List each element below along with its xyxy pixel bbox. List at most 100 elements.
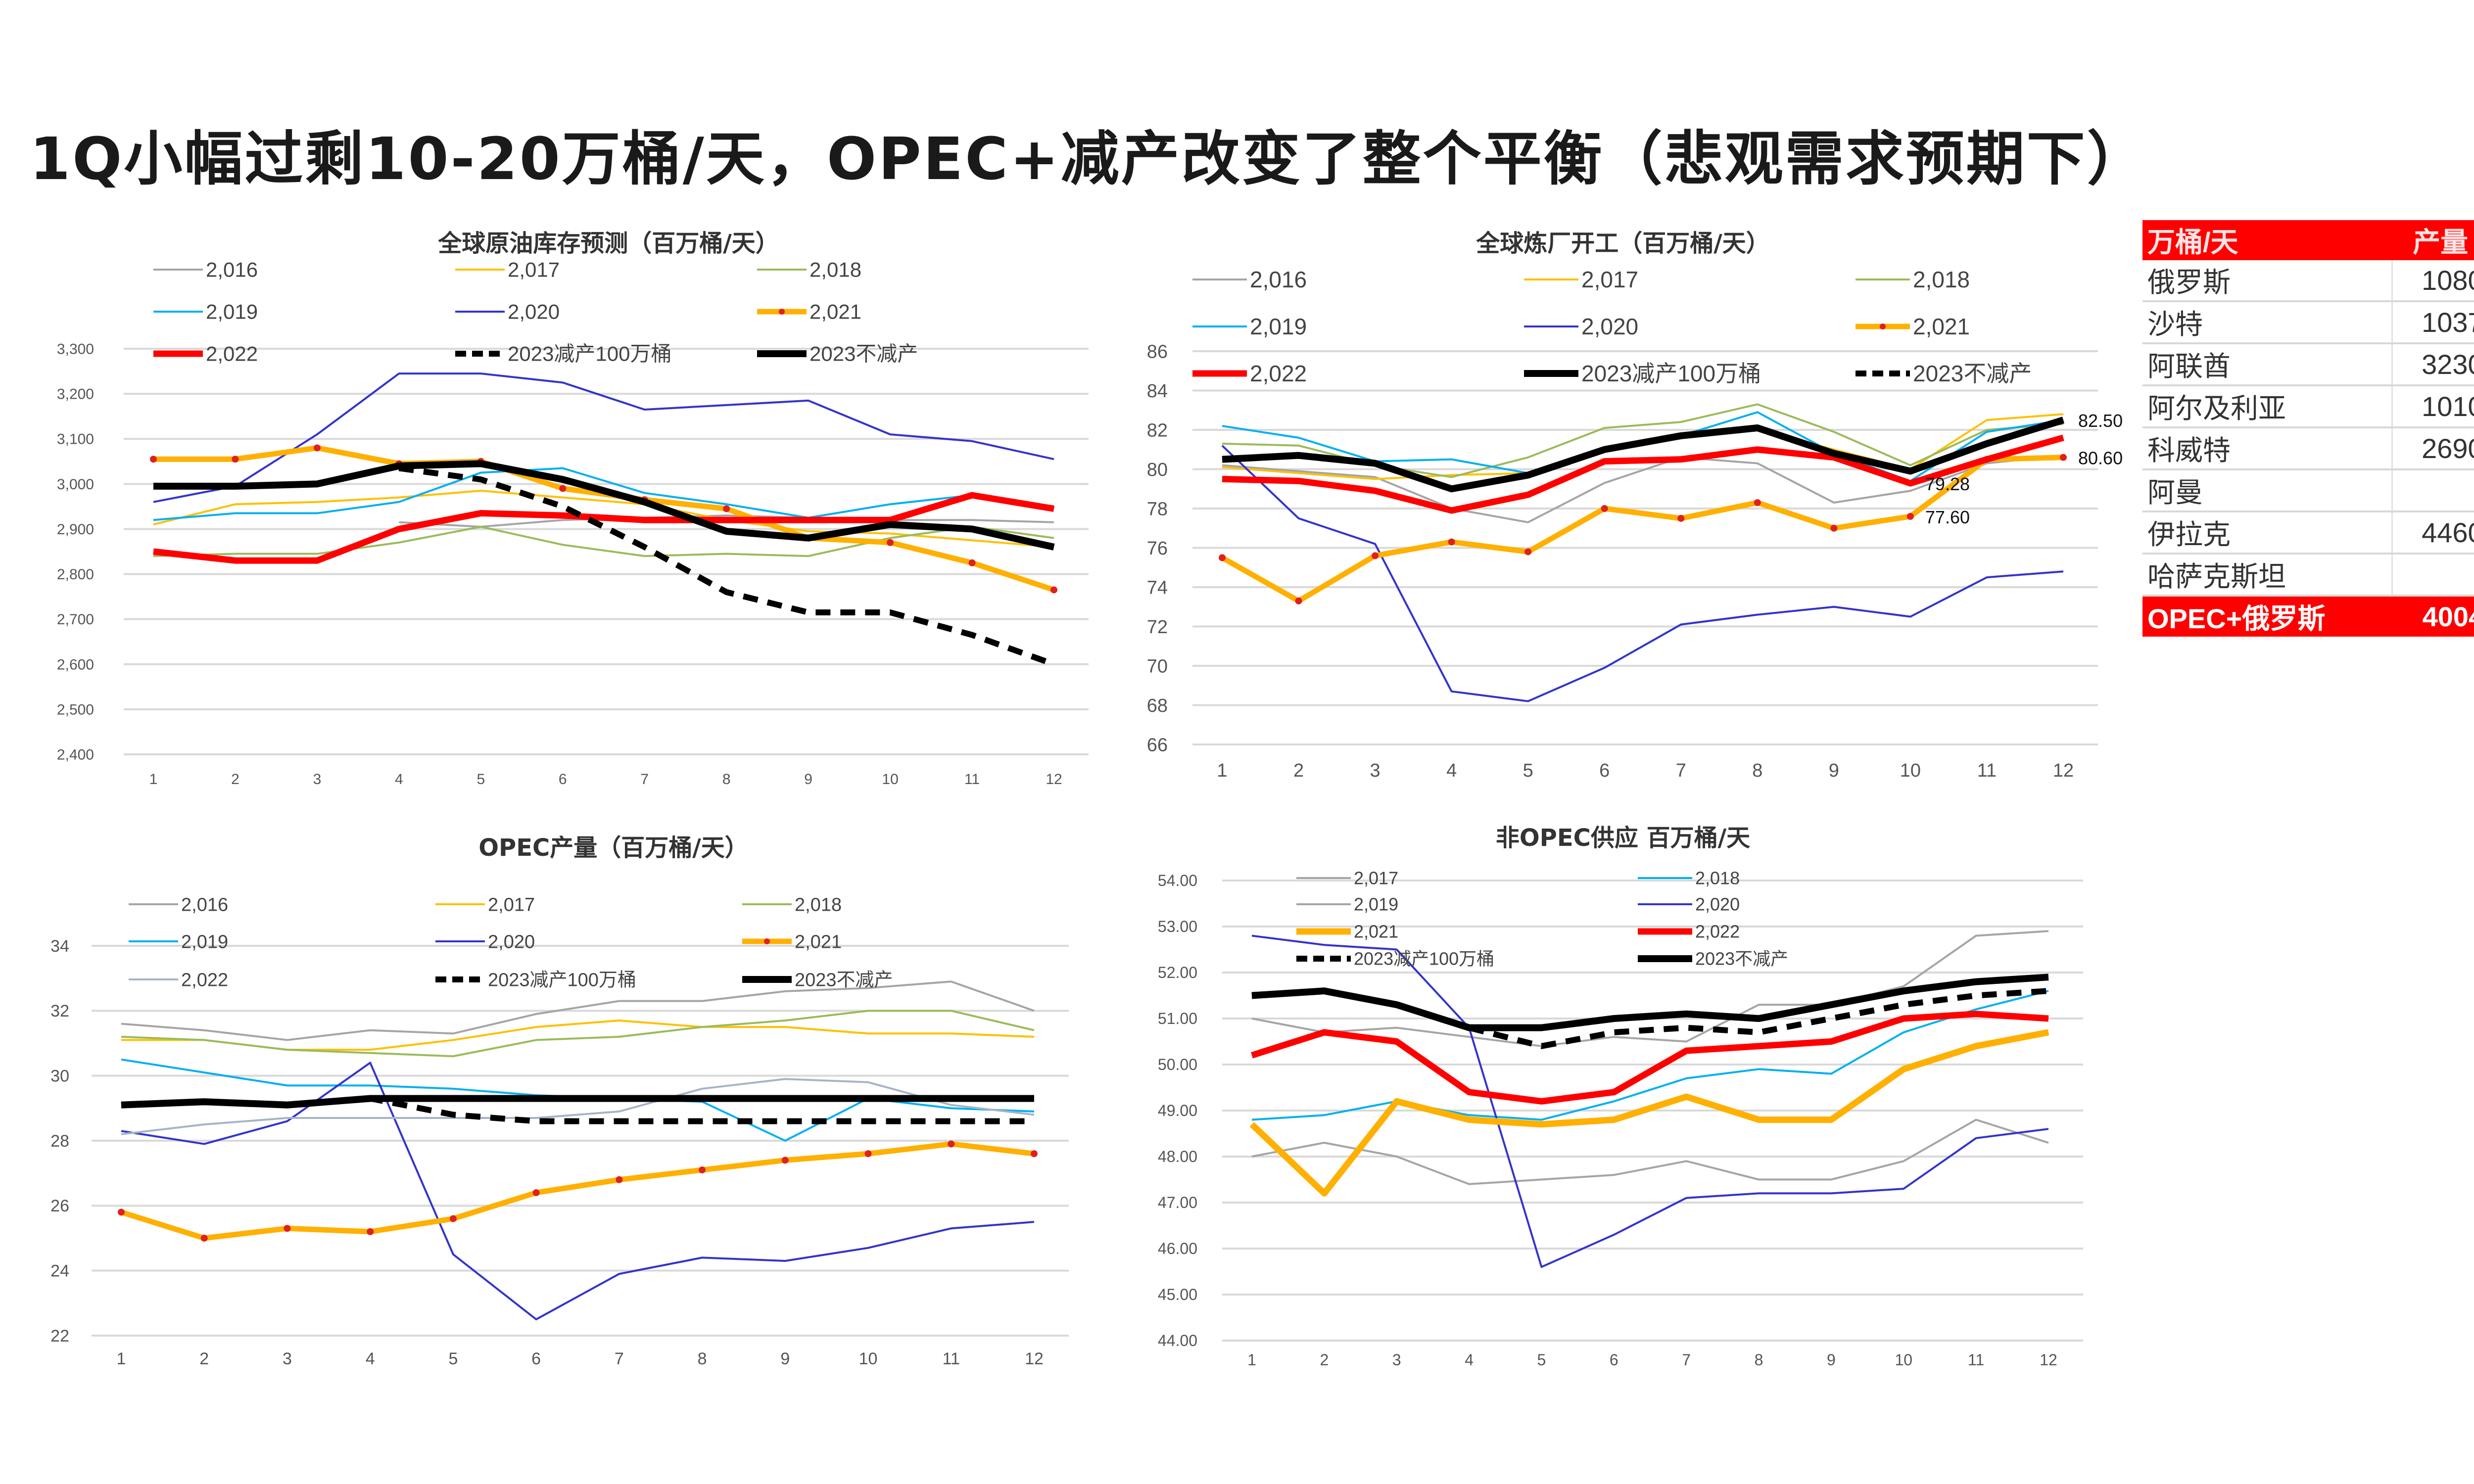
x-tick-label: 11: [1977, 760, 1997, 781]
data-point-marker: [968, 559, 976, 566]
data-point-marker: [118, 1208, 125, 1216]
data-point-marker: [1050, 586, 1057, 594]
chart-title: OPEC产量（百万桶/天）: [478, 834, 749, 862]
legend-marker: [779, 309, 785, 315]
data-point-marker: [1830, 524, 1838, 532]
series-line-2,021: [1249, 1029, 2049, 1197]
legend-label: 2,016: [181, 894, 228, 915]
series-line-2023减产100万桶: [398, 465, 1055, 667]
data-point-marker: [284, 1225, 291, 1232]
y-tick-label: 66: [1147, 735, 1168, 755]
series-line-2,018: [121, 1010, 1035, 1058]
production-cell: [2392, 469, 2474, 512]
table-header-row: 万桶/天 产量 减产量: [2142, 220, 2474, 260]
table-row: 科威特269012.8: [2142, 427, 2474, 470]
data-point-marker: [1601, 505, 1608, 512]
legend-label: 2,022: [1695, 922, 1740, 942]
country-cell: 沙特: [2142, 301, 2393, 344]
x-tick-label: 8: [1752, 760, 1762, 781]
x-tick-label: 12: [2053, 760, 2074, 781]
series-line-2,016: [1222, 454, 2064, 523]
x-tick-label: 9: [1829, 760, 1839, 781]
series-line-2,016: [121, 980, 1035, 1041]
production-cell: 4460: [2392, 511, 2474, 555]
table-row: 俄罗斯108050: [2142, 260, 2474, 302]
y-tick-label: 48.00: [1158, 1148, 1197, 1165]
legend-label: 2023减产100万桶: [1354, 949, 1494, 969]
data-point-marker: [699, 1166, 706, 1174]
x-tick-label: 1: [117, 1349, 126, 1368]
x-tick-label: 10: [882, 771, 898, 788]
y-tick-label: 3,100: [57, 431, 94, 448]
legend-label: 2,022: [1250, 361, 1307, 386]
data-point-marker: [1906, 512, 1914, 520]
chart-title: 全球炼厂开工（百万桶/天）: [1475, 230, 1770, 257]
series-line-2,021: [120, 1141, 1035, 1241]
x-tick-label: 8: [722, 771, 731, 788]
legend-label: 2023不减产: [1913, 361, 2032, 386]
legend-label: 2,017: [488, 894, 535, 915]
x-tick-label: 6: [531, 1349, 541, 1368]
series-line-2,022: [1222, 434, 2064, 514]
legend-label: 2,017: [508, 258, 560, 281]
series-line-2,017: [153, 490, 1054, 548]
country-cell: 俄罗斯: [2142, 260, 2393, 302]
legend-label: 2,016: [1250, 267, 1307, 292]
header-production: 产量: [2392, 220, 2474, 260]
data-label: 80.60: [2078, 448, 2123, 468]
total-production: 4004: [2392, 596, 2474, 637]
x-tick-label: 2: [1320, 1351, 1329, 1369]
country-cell: 哈萨克斯坦: [2142, 554, 2393, 597]
x-tick-label: 5: [448, 1349, 458, 1368]
series-line-2,020: [1221, 445, 2064, 702]
data-point-marker: [1677, 514, 1685, 522]
production-cell: 2690: [2392, 427, 2474, 470]
data-point-marker: [1754, 499, 1761, 507]
y-tick-label: 78: [1147, 499, 1168, 519]
data-point-marker: [616, 1176, 623, 1183]
legend-label: 2023不减产: [809, 342, 918, 366]
data-point-marker: [1448, 538, 1455, 546]
production-cell: 1037: [2392, 301, 2474, 344]
x-tick-label: 7: [640, 771, 649, 788]
x-tick-label: 12: [1025, 1349, 1044, 1368]
legend-label: 2,018: [1913, 267, 1970, 292]
y-tick-label: 28: [50, 1132, 69, 1151]
legend-label: 2,020: [508, 300, 560, 324]
legend-label: 2023减产100万桶: [1581, 361, 1761, 386]
y-tick-label: 52.00: [1158, 964, 1197, 981]
x-tick-label: 11: [964, 771, 980, 788]
legend-label: 2,022: [206, 342, 258, 366]
y-tick-label: 50.00: [1158, 1056, 1197, 1073]
x-tick-label: 3: [1370, 760, 1380, 781]
y-tick-label: 70: [1147, 656, 1168, 677]
table-row: 哈萨克斯坦7.8: [2142, 554, 2474, 597]
legend-label: 2,021: [809, 300, 861, 324]
legend-label: 2023减产100万桶: [508, 342, 672, 366]
x-tick-label: 1: [149, 771, 158, 788]
data-label: 77.60: [1925, 507, 1970, 527]
y-tick-label: 2,900: [57, 521, 94, 538]
data-point-marker: [150, 456, 157, 463]
table-row: 阿曼4: [2142, 469, 2474, 512]
y-tick-label: 2,800: [57, 566, 94, 583]
y-tick-label: 82: [1147, 420, 1168, 441]
country-cell: 阿曼: [2142, 469, 2393, 512]
x-tick-label: 6: [1599, 760, 1610, 781]
x-tick-label: 10: [1895, 1351, 1912, 1369]
legend-label: 2,021: [795, 931, 842, 952]
y-tick-label: 46.00: [1158, 1240, 1197, 1257]
page-title: 1Q小幅过剩10-20万桶/天，OPEC+减产改变了整个平衡（悲观需求预期下）: [30, 125, 2147, 193]
country-cell: 阿尔及利亚: [2142, 385, 2393, 428]
data-point-marker: [2060, 454, 2067, 461]
x-tick-label: 5: [1537, 1351, 1546, 1369]
x-tick-label: 4: [1446, 760, 1457, 781]
x-tick-label: 1: [1217, 760, 1227, 781]
chart-non-opec-supply: 44.00 45.00 46.00 47.00 48.00 49.00 50.00 51.00…: [1113, 816, 2142, 1385]
country-cell: 阿联酋: [2142, 343, 2393, 386]
country-cell: 科威特: [2142, 427, 2393, 470]
y-tick-label: 53.00: [1158, 918, 1197, 935]
x-tick-label: 2: [231, 771, 239, 788]
y-tick-label: 2,500: [57, 701, 94, 718]
chart-title: 非OPEC供应 百万桶/天: [1496, 824, 1750, 852]
